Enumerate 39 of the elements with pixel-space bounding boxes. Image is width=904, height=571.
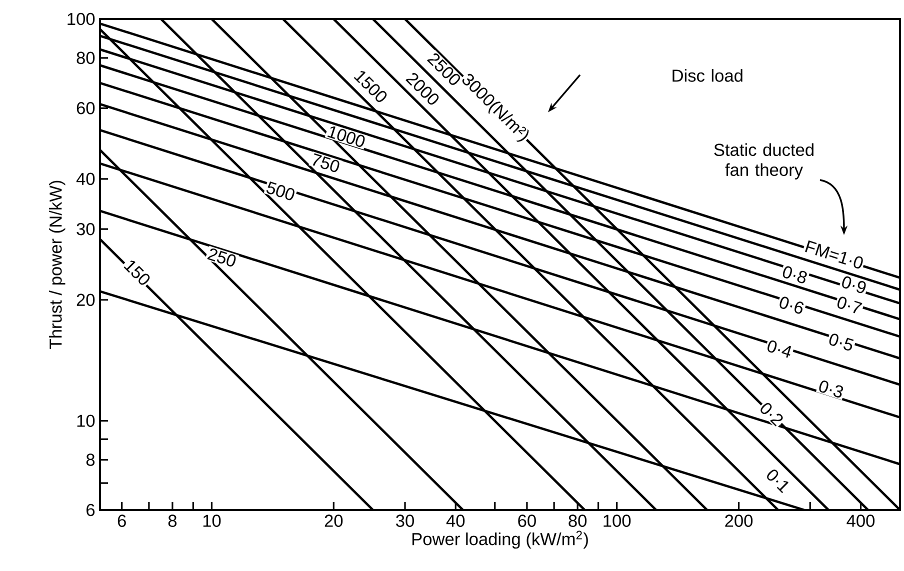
y-tick-label: 30	[76, 222, 95, 236]
y-tick-label: 10	[77, 414, 95, 427]
y-tick-label: 6	[86, 504, 95, 516]
annotation: Disc load	[672, 69, 742, 82]
x-tick-label: 40	[446, 514, 465, 527]
x-tick-label: 100	[604, 514, 631, 527]
annotation: Static ducted fan theory	[714, 143, 814, 180]
x-axis-title: Power loading (kW/m$^{2}$)	[412, 530, 588, 549]
x-tick-label: 30	[396, 514, 414, 527]
y-tick-label: 80	[76, 52, 95, 64]
annotation: 0·1	[767, 470, 788, 494]
annotation: 1000	[327, 126, 365, 147]
annotation: 0·8	[782, 266, 807, 284]
annotation: 0·3	[819, 380, 844, 398]
annotation: 0·4	[768, 340, 792, 358]
annotation: 0·5	[829, 334, 854, 351]
y-tick-label: 20	[76, 294, 95, 306]
y-tick-label: 100	[68, 12, 95, 26]
annotation: 0·7	[837, 296, 862, 314]
x-tick-label: 8	[168, 514, 177, 527]
annotation: 0·6	[780, 296, 804, 314]
y-tick-label: 8	[86, 454, 95, 466]
x-tick-label: 10	[203, 514, 221, 527]
x-tick-label: 60	[518, 514, 536, 527]
x-tick-label: 20	[324, 514, 343, 527]
annotation: FM=1·0	[805, 240, 863, 268]
x-tick-label: 400	[846, 514, 875, 527]
y-tick-label: 60	[76, 102, 95, 114]
x-tick-label: 6	[118, 514, 126, 527]
annotation: 0·2	[760, 403, 783, 426]
annotation: 500	[266, 181, 294, 200]
annotation: 150	[124, 260, 150, 285]
annotation: 750	[312, 153, 340, 172]
annotation: 0·9	[842, 276, 866, 294]
x-tick-label: 200	[725, 514, 753, 527]
y-axis-title: Thrust / power (N/kW)	[49, 180, 66, 349]
y-tick-label: 40	[76, 172, 95, 186]
x-tick-label: 80	[568, 514, 587, 527]
annotation: 250	[207, 248, 236, 266]
